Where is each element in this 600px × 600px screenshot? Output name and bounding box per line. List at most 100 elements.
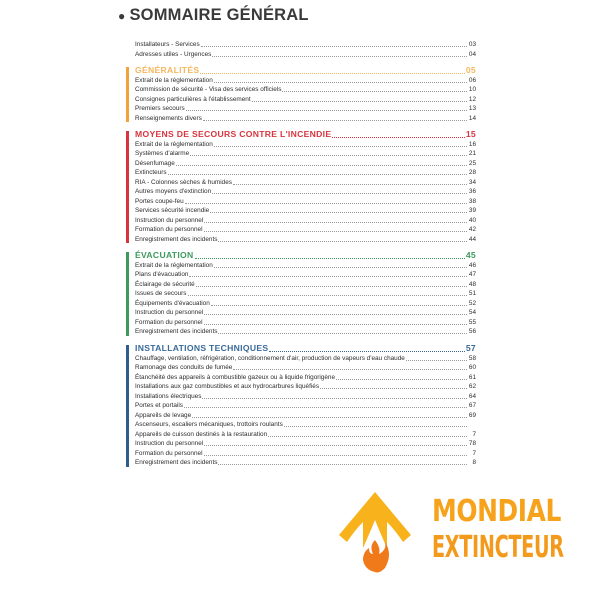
dot-leader — [195, 280, 467, 287]
dot-leader — [204, 308, 467, 315]
toc-entry[interactable]: Portes et portails 67 — [126, 401, 476, 411]
page-number: 67 — [468, 402, 476, 409]
entry-label: Portes coupe-feu — [135, 197, 184, 205]
page-number: 47 — [468, 271, 476, 278]
entry-label: Ramonage des conduits de fumée — [135, 364, 233, 371]
toc-entry[interactable]: Commission de sécurité - Visa des servic… — [126, 85, 476, 95]
toc-entry[interactable]: Installateurs - Services 03 — [126, 40, 476, 50]
toc-entry[interactable]: Extrait de la réglementation 16 — [126, 140, 476, 150]
entry-label: Systèmes d'alarme — [135, 150, 190, 157]
dot-leader — [190, 149, 467, 156]
section-moyens: MOYENS DE SECOURS CONTRE L'INCENDIE 15 Ext… — [126, 129, 476, 245]
dot-leader — [203, 225, 467, 232]
dot-leader — [282, 85, 467, 92]
section-heading[interactable]: GÉNÉRALITÉS 05 — [126, 65, 476, 76]
entry-label: Désenfumage — [135, 159, 175, 167]
dot-leader — [269, 344, 465, 352]
toc-entry[interactable]: Instruction du personnel 40 — [126, 216, 476, 226]
dot-leader — [189, 270, 467, 277]
toc-entry[interactable]: Chauffage, ventilation, réfrigération, c… — [126, 354, 476, 364]
dot-leader — [320, 382, 467, 389]
entry-label: MOYENS DE SECOURS CONTRE L'INCENDIE — [135, 129, 332, 139]
page-number: 06 — [468, 76, 476, 84]
page-number: 8 — [472, 459, 476, 466]
dot-leader — [202, 392, 467, 399]
dot-leader — [184, 197, 467, 204]
toc-entry[interactable]: Extrait de la réglementation 06 — [126, 76, 476, 86]
page-number: 61 — [468, 373, 476, 381]
toc-entry[interactable]: Éclairage de sécurité 48 — [126, 280, 476, 290]
toc-entry[interactable]: Autres moyens d'extinction 36 — [126, 187, 476, 197]
toc-entry[interactable]: Enregistrement des incidents 44 — [126, 235, 476, 245]
toc-entry[interactable]: Plans d'évacuation 47 — [126, 270, 476, 280]
dot-leader — [203, 318, 467, 325]
toc-entry[interactable]: Issues de secours 51 — [126, 289, 476, 299]
entry-label: Installations électriques — [135, 392, 202, 400]
dot-leader — [210, 299, 467, 306]
toc-entry[interactable]: Appareils de levage 69 — [126, 411, 476, 421]
page-number: 25 — [468, 159, 476, 167]
entry-label: Instruction du personnel — [135, 309, 204, 316]
toc-entry[interactable]: Renseignements divers 14 — [126, 114, 476, 124]
page-number: 54 — [468, 309, 476, 316]
page-number: 52 — [468, 299, 476, 307]
entry-label: Enregistrement des incidents — [135, 328, 218, 335]
toc-entry[interactable]: Extrait de la réglementation 46 — [126, 261, 476, 271]
watermark-line1: MONDIAL — [432, 494, 561, 529]
dot-leader — [204, 216, 467, 223]
toc-entry[interactable]: Ramonage des conduits de fumée 60 — [126, 363, 476, 373]
section-heading[interactable]: ÉVACUATION 45 — [126, 250, 476, 261]
entry-label: Extrait de la réglementation — [135, 76, 213, 84]
toc-entry[interactable]: RIA - Colonnes sèches & humides 34 — [126, 178, 476, 188]
dot-leader — [185, 104, 467, 111]
toc-entry[interactable]: Extincteurs 28 — [126, 168, 476, 178]
entry-label: Issues de secours — [135, 290, 187, 297]
toc-entry[interactable]: Adresses utiles - Urgences 04 — [126, 50, 476, 60]
page-number: 40 — [468, 216, 476, 224]
toc-entry[interactable]: Instruction du personnel 78 — [126, 439, 476, 449]
page-title-text: SOMMAIRE GÉNÉRAL — [129, 6, 309, 24]
section-color-bar — [126, 252, 129, 336]
toc-entry[interactable]: Instruction du personnel 54 — [126, 308, 476, 318]
toc-entry[interactable]: Appareils de cuisson destinés à la resta… — [126, 430, 476, 440]
section-heading[interactable]: MOYENS DE SECOURS CONTRE L'INCENDIE 15 — [126, 129, 476, 140]
toc-entry[interactable]: Enregistrement des incidents 8 — [126, 458, 476, 468]
entry-label: Étanchéité des appareils à combustible g… — [135, 373, 336, 381]
toc-entry[interactable]: Formation du personnel 7 — [126, 449, 476, 459]
toc-entry[interactable]: Formation du personnel 42 — [126, 225, 476, 235]
toc-entry[interactable]: Enregistrement des incidents 56 — [126, 327, 476, 337]
section-color-bar — [126, 67, 129, 122]
toc-entry[interactable]: Installations aux gaz combustibles et au… — [126, 382, 476, 392]
toc-entry[interactable]: Systèmes d'alarme 21 — [126, 149, 476, 159]
page-number: 58 — [468, 354, 476, 362]
watermark-line2: EXTINCTEUR — [432, 530, 564, 565]
entry-label: Commission de sécurité - Visa des servic… — [135, 86, 282, 93]
dot-leader — [194, 251, 465, 259]
dot-leader — [200, 40, 467, 47]
dot-leader — [283, 420, 467, 427]
page-number: 13 — [468, 105, 476, 112]
dot-leader — [212, 50, 467, 57]
entry-label: Ascenseurs, escaliers mécaniques, trotto… — [135, 421, 283, 428]
toc-entry[interactable]: Désenfumage 25 — [126, 159, 476, 169]
toc-entry[interactable]: Formation du personnel 55 — [126, 318, 476, 328]
dot-leader — [203, 449, 467, 456]
toc-entry[interactable]: Équipements d'évacuation 52 — [126, 299, 476, 309]
dot-leader — [232, 178, 467, 185]
toc-entry[interactable]: Installations électriques 64 — [126, 392, 476, 402]
page-number: 38 — [468, 197, 476, 205]
toc-entry[interactable]: Services sécurité incendie 39 — [126, 206, 476, 216]
entry-label: Installateurs - Services — [135, 41, 200, 48]
entry-label: Portes et portails — [135, 402, 183, 409]
toc-entry[interactable]: Étanchéité des appareils à combustible g… — [126, 373, 476, 383]
toc-entry[interactable]: Consignes particulières à l'établissemen… — [126, 95, 476, 105]
toc-entry[interactable]: Portes coupe-feu 38 — [126, 197, 476, 207]
page-number: 36 — [468, 188, 476, 195]
page-number: 46 — [468, 261, 476, 269]
page-number: 60 — [468, 364, 476, 371]
toc-entry[interactable]: Ascenseurs, escaliers mécaniques, trotto… — [126, 420, 476, 430]
entry-label: Enregistrement des incidents — [135, 459, 218, 466]
toc-entry[interactable]: Premiers secours 13 — [126, 104, 476, 114]
section-heading[interactable]: INSTALLATIONS TECHNIQUES 57 — [126, 343, 476, 354]
entry-label: Chauffage, ventilation, réfrigération, c… — [135, 354, 405, 362]
